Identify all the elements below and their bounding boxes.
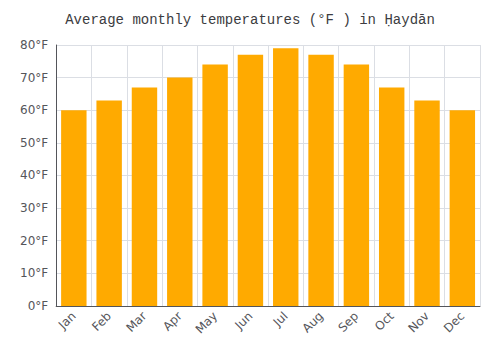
svg-text:50°F: 50°F bbox=[20, 136, 48, 150]
svg-text:Apr: Apr bbox=[160, 309, 185, 334]
svg-text:Feb: Feb bbox=[89, 309, 114, 334]
svg-text:Aug: Aug bbox=[300, 309, 326, 335]
svg-text:60°F: 60°F bbox=[20, 103, 48, 117]
svg-text:Average monthly temperatures (: Average monthly temperatures (°F ) in Ḥa… bbox=[65, 12, 435, 28]
svg-text:Dec: Dec bbox=[441, 309, 467, 335]
svg-text:80°F: 80°F bbox=[20, 38, 48, 52]
svg-text:Jan: Jan bbox=[55, 309, 79, 333]
svg-text:20°F: 20°F bbox=[20, 234, 48, 248]
svg-text:70°F: 70°F bbox=[20, 71, 48, 85]
svg-text:10°F: 10°F bbox=[20, 266, 48, 280]
svg-text:Sep: Sep bbox=[335, 309, 361, 335]
svg-text:Mar: Mar bbox=[124, 309, 150, 335]
svg-text:30°F: 30°F bbox=[20, 201, 48, 215]
svg-text:Oct: Oct bbox=[372, 309, 397, 334]
svg-text:May: May bbox=[193, 309, 220, 336]
svg-text:Jul: Jul bbox=[270, 309, 291, 330]
svg-text:0°F: 0°F bbox=[28, 299, 49, 313]
svg-text:Nov: Nov bbox=[406, 309, 432, 335]
svg-text:40°F: 40°F bbox=[20, 168, 48, 182]
svg-text:Jun: Jun bbox=[232, 309, 256, 333]
